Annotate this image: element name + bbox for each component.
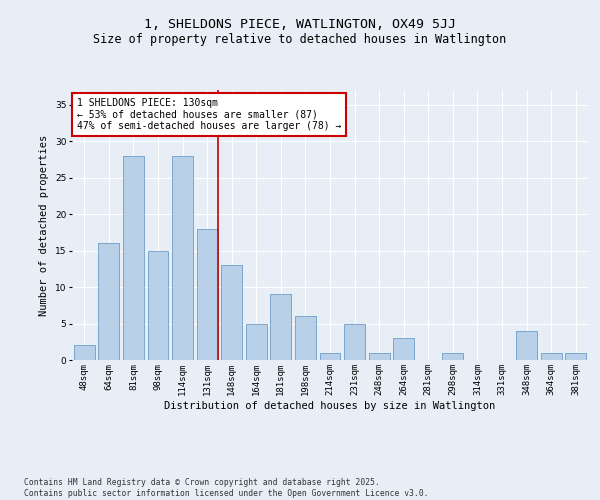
- Text: 1 SHELDONS PIECE: 130sqm
← 53% of detached houses are smaller (87)
47% of semi-d: 1 SHELDONS PIECE: 130sqm ← 53% of detach…: [77, 98, 341, 132]
- Bar: [368, 352, 389, 360]
- X-axis label: Distribution of detached houses by size in Watlington: Distribution of detached houses by size …: [164, 400, 496, 410]
- Bar: [221, 265, 242, 360]
- Bar: [541, 352, 562, 360]
- Bar: [246, 324, 267, 360]
- Bar: [98, 243, 119, 360]
- Text: Size of property relative to detached houses in Watlington: Size of property relative to detached ho…: [94, 32, 506, 46]
- Bar: [442, 352, 463, 360]
- Bar: [344, 324, 365, 360]
- Bar: [516, 331, 537, 360]
- Bar: [74, 346, 95, 360]
- Bar: [172, 156, 193, 360]
- Bar: [565, 352, 586, 360]
- Bar: [197, 228, 218, 360]
- Bar: [295, 316, 316, 360]
- Bar: [271, 294, 292, 360]
- Bar: [148, 250, 169, 360]
- Text: 1, SHELDONS PIECE, WATLINGTON, OX49 5JJ: 1, SHELDONS PIECE, WATLINGTON, OX49 5JJ: [144, 18, 456, 30]
- Y-axis label: Number of detached properties: Number of detached properties: [40, 134, 49, 316]
- Bar: [393, 338, 414, 360]
- Bar: [320, 352, 340, 360]
- Bar: [123, 156, 144, 360]
- Text: Contains HM Land Registry data © Crown copyright and database right 2025.
Contai: Contains HM Land Registry data © Crown c…: [24, 478, 428, 498]
